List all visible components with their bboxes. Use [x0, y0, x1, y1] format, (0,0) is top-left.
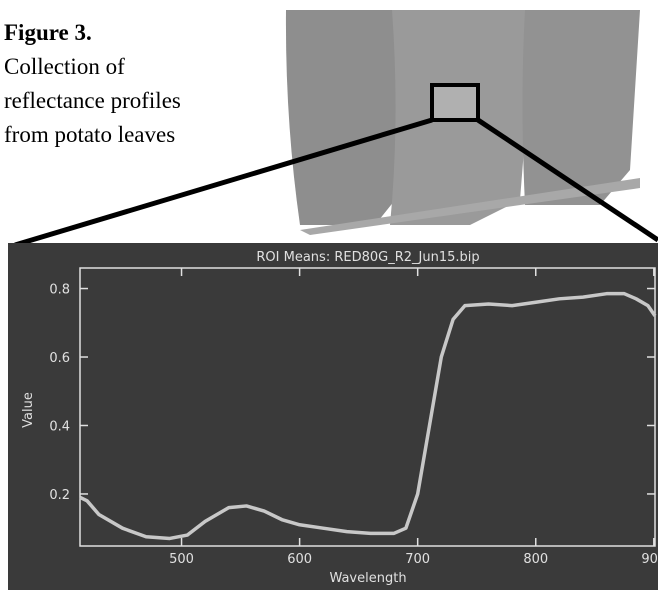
x-tick-label: 600 [287, 552, 312, 567]
x-tick-label: 900 [641, 552, 658, 567]
y-axis-label: Value [21, 392, 36, 428]
plot-panel [8, 243, 658, 590]
y-tick-label: 0.2 [49, 488, 70, 503]
caption-line: reflectance profiles [4, 88, 181, 113]
x-axis-label: Wavelength [329, 571, 406, 586]
x-tick-label: 500 [169, 552, 194, 567]
plot-frame [79, 267, 656, 547]
caption-line: Collection of [4, 54, 125, 79]
y-tick-label: 0.8 [49, 283, 70, 298]
caption-line: from potato leaves [4, 122, 175, 147]
chart-title: ROI Means: RED80G_R2_Jun15.bip [256, 250, 479, 265]
leaf-image [285, 10, 640, 235]
y-tick-label: 0.6 [49, 351, 70, 366]
figure-label: Figure 3. [4, 20, 92, 45]
x-tick-label: 700 [405, 552, 430, 567]
zoom-line [476, 117, 658, 243]
zoom-line [14, 117, 433, 248]
x-tick-label: 800 [523, 552, 548, 567]
data-line [79, 291, 657, 541]
y-tick-label: 0.4 [49, 419, 70, 434]
